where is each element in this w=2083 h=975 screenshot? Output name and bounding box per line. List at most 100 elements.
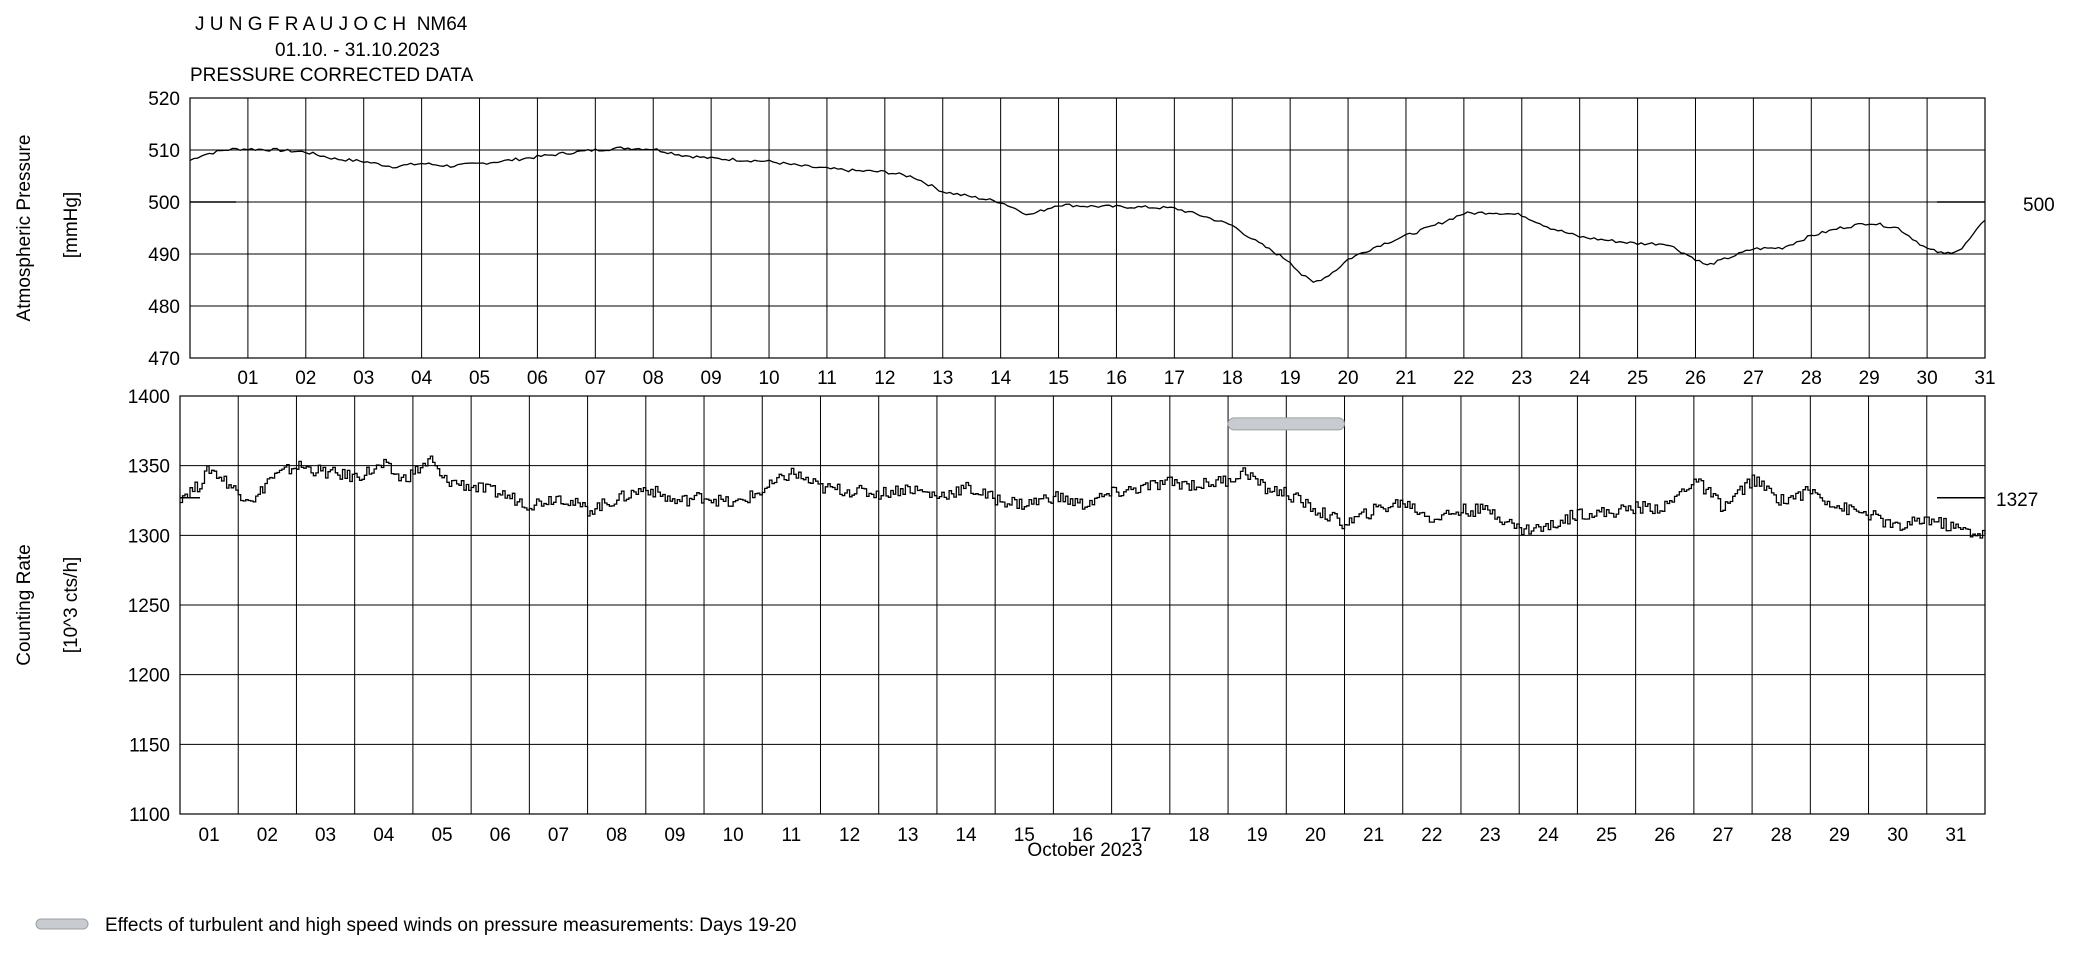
x-tick-label: 12 xyxy=(874,368,895,389)
x-tick-label: 30 xyxy=(1887,825,1908,846)
chart-subtitle: PRESSURE CORRECTED DATA xyxy=(190,65,474,86)
count-rate-y-tick-labels: 1100 1150 1200 1250 1300 1350 1400 xyxy=(128,387,170,826)
y-tick-label: 470 xyxy=(148,349,180,370)
x-tick-label: 26 xyxy=(1654,825,1675,846)
wind-effect-legend-swatch xyxy=(35,918,89,930)
station-title: J U N G F R A U J O C H NM64 xyxy=(195,14,468,35)
wind-effect-marker xyxy=(1227,417,1346,431)
x-tick-label: 02 xyxy=(257,825,278,846)
x-tick-label: 03 xyxy=(353,368,374,389)
wind-effect-bar xyxy=(1227,417,1346,431)
x-tick-label: 09 xyxy=(701,368,722,389)
x-tick-label: 14 xyxy=(955,825,977,846)
x-tick-label: 01 xyxy=(237,368,258,389)
x-tick-label: 16 xyxy=(1072,825,1093,846)
y-tick-label: 1200 xyxy=(128,666,170,687)
x-tick-label: 20 xyxy=(1305,825,1326,846)
pressure-panel: 470 480 490 500 510 520 01 02 03 04 05 06 07 08 09 10 1… xyxy=(14,89,2055,389)
x-tick-label: 27 xyxy=(1712,825,1733,846)
x-tick-label: 15 xyxy=(1014,825,1035,846)
x-tick-label: 26 xyxy=(1685,368,1706,389)
x-tick-label: 13 xyxy=(897,825,918,846)
x-tick-label: 11 xyxy=(782,825,802,846)
x-tick-label: 24 xyxy=(1569,368,1591,389)
count-rate-x-axis-label: October 2023 xyxy=(1027,840,1142,861)
y-tick-label: 510 xyxy=(148,141,180,162)
pressure-y-axis-unit: [mmHg] xyxy=(61,192,82,259)
y-tick-label: 1300 xyxy=(128,526,170,547)
pressure-grid xyxy=(189,97,1986,359)
x-tick-label: 06 xyxy=(490,825,511,846)
reference-value-label: 1327 xyxy=(1996,490,2038,511)
pressure-y-tick-labels: 470 480 490 500 510 520 xyxy=(148,89,180,370)
x-tick-label: 23 xyxy=(1480,825,1501,846)
x-tick-label: 02 xyxy=(295,368,316,389)
x-tick-label: 07 xyxy=(548,825,569,846)
x-tick-label: 01 xyxy=(199,825,220,846)
pressure-x-tick-labels: 01 02 03 04 05 06 07 08 09 10 11 12 13 14 15 16 17 18 19 20… xyxy=(237,368,1995,389)
x-tick-label: 14 xyxy=(990,368,1012,389)
count-rate-grid xyxy=(179,395,1986,815)
x-tick-label: 08 xyxy=(606,825,627,846)
y-tick-label: 1400 xyxy=(128,387,170,408)
x-tick-label: 27 xyxy=(1743,368,1764,389)
x-tick-label: 10 xyxy=(723,825,744,846)
x-tick-label: 16 xyxy=(1106,368,1127,389)
period-text: 01.10. - 31.10.2023 xyxy=(275,40,440,61)
pressure-reference: 500 xyxy=(190,195,2055,216)
x-tick-label: 18 xyxy=(1188,825,1209,846)
x-tick-label: 05 xyxy=(431,825,452,846)
x-tick-label: 23 xyxy=(1511,368,1532,389)
x-tick-label: 21 xyxy=(1363,825,1384,846)
x-tick-label: 09 xyxy=(664,825,685,846)
y-tick-label: 500 xyxy=(148,193,180,214)
x-tick-label: 12 xyxy=(839,825,860,846)
y-tick-label: 480 xyxy=(148,297,180,318)
y-tick-label: 490 xyxy=(148,245,180,266)
wind-effect-legend-text: Effects of turbulent and high speed wind… xyxy=(105,915,796,936)
x-tick-label: 31 xyxy=(1945,825,1966,846)
x-tick-label: 29 xyxy=(1859,368,1880,389)
x-tick-label: 21 xyxy=(1395,368,1416,389)
y-tick-label: 1250 xyxy=(128,596,170,617)
x-tick-label: 03 xyxy=(315,825,336,846)
x-tick-label: 29 xyxy=(1829,825,1850,846)
count-rate-y-axis-label: Counting Rate xyxy=(14,544,35,665)
y-tick-label: 1150 xyxy=(129,735,170,756)
x-tick-label: 06 xyxy=(527,368,548,389)
pressure-y-axis-label: Atmospheric Pressure xyxy=(14,135,35,322)
x-tick-label: 10 xyxy=(758,368,779,389)
plot-frame xyxy=(189,97,1986,359)
x-tick-label: 24 xyxy=(1538,825,1560,846)
x-tick-label: 25 xyxy=(1627,368,1648,389)
x-tick-label: 15 xyxy=(1048,368,1069,389)
x-tick-label: 11 xyxy=(817,368,837,389)
x-tick-label: 04 xyxy=(411,368,433,389)
y-tick-label: 1100 xyxy=(129,805,170,826)
x-tick-label: 22 xyxy=(1421,825,1442,846)
x-tick-label: 08 xyxy=(643,368,664,389)
x-tick-label: 04 xyxy=(373,825,395,846)
x-tick-label: 22 xyxy=(1453,368,1474,389)
x-tick-label: 31 xyxy=(1974,368,1995,389)
x-tick-label: 17 xyxy=(1164,368,1185,389)
x-tick-label: 20 xyxy=(1337,368,1358,389)
x-tick-label: 05 xyxy=(469,368,490,389)
x-tick-label: 13 xyxy=(932,368,953,389)
count-rate-x-tick-labels: 01 02 03 04 05 06 07 08 09 10 11 12 13 14 15 16 17 18 19 20… xyxy=(199,825,1967,846)
count-rate-series-line xyxy=(180,455,1986,539)
x-tick-label: 17 xyxy=(1130,825,1151,846)
y-tick-label: 520 xyxy=(148,89,180,110)
pressure-series-line xyxy=(189,146,1986,283)
x-tick-label: 28 xyxy=(1801,368,1822,389)
x-tick-label: 28 xyxy=(1771,825,1792,846)
x-tick-label: 18 xyxy=(1222,368,1243,389)
reference-value-label: 500 xyxy=(2023,195,2055,216)
y-tick-label: 1350 xyxy=(128,457,170,478)
x-tick-label: 19 xyxy=(1247,825,1268,846)
x-tick-label: 30 xyxy=(1917,368,1938,389)
x-tick-label: 07 xyxy=(585,368,606,389)
x-tick-label: 25 xyxy=(1596,825,1617,846)
